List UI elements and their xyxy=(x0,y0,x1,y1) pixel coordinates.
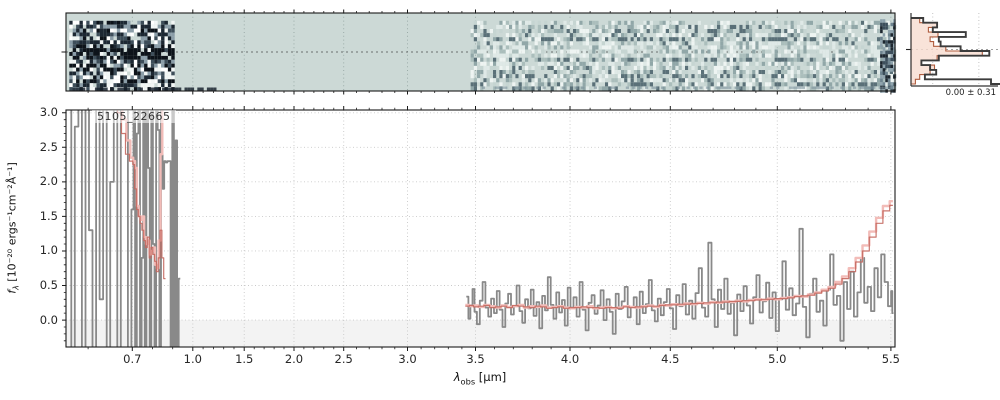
y-tick-label: 0.5 xyxy=(39,278,58,292)
x-tick-label: 2.0 xyxy=(284,352,304,366)
x-tick-label: 1.0 xyxy=(183,352,202,366)
model-light-right-line xyxy=(465,200,893,310)
histogram-panel xyxy=(906,13,1000,87)
x-tick-label: 4.5 xyxy=(661,352,680,366)
y-axis-label: fλ [10⁻²⁰ ergs⁻¹cm⁻²Å⁻¹] xyxy=(5,162,20,294)
x-tick-label: 0.7 xyxy=(123,352,142,366)
x-tick-label: 5.0 xyxy=(768,352,787,366)
x-tick-label: 3.0 xyxy=(398,352,417,366)
y-tick-label: 1.0 xyxy=(39,243,58,258)
observed-left-line xyxy=(70,110,181,347)
x-axis-symbol: λ xyxy=(453,370,461,384)
x-axis-subscript: obs xyxy=(460,376,476,387)
data-histogram-steps xyxy=(911,17,1000,85)
x-tick-label: 1.5 xyxy=(235,352,254,366)
y-tick-label: 0.0 xyxy=(39,312,58,327)
model-dark-right-line xyxy=(465,204,893,309)
main-spectrum-panel xyxy=(62,106,896,351)
y-tick-label: 3.0 xyxy=(39,105,58,120)
x-tick-label: 4.0 xyxy=(560,352,580,366)
y-tick-label: 1.5 xyxy=(39,208,58,223)
x-tick-label: 3.5 xyxy=(466,352,485,366)
y-axis-units: [10⁻²⁰ ergs⁻¹cm⁻²Å⁻¹] xyxy=(5,162,19,286)
y-tick-label: 2.0 xyxy=(39,174,58,189)
x-axis-units: [μm] xyxy=(475,370,507,384)
y-tick-label: 2.5 xyxy=(39,139,58,154)
source-id-annotation: 5105_22665 xyxy=(92,110,176,123)
y-axis-symbol: f xyxy=(5,289,19,294)
model-dark-left-line xyxy=(116,110,166,280)
hist-stats-annotation: 0.00 ± 0.31 xyxy=(945,88,996,98)
x-tick-label: 5.5 xyxy=(881,352,900,366)
x-axis-label: λobs [μm] xyxy=(454,370,507,386)
spec2d-panel xyxy=(61,9,897,95)
y-axis-subscript: λ xyxy=(11,285,21,290)
x-tick-label: 2.5 xyxy=(334,352,353,366)
